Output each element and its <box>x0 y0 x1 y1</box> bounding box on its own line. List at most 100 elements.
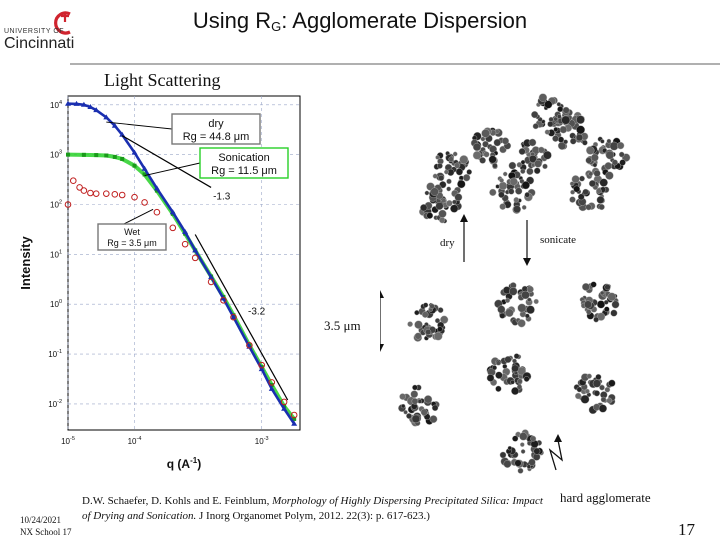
particle <box>534 160 541 167</box>
particle <box>587 374 592 379</box>
footer-date: 10/24/2021 <box>20 514 72 526</box>
particle <box>487 374 494 381</box>
large-agglomerate <box>419 94 630 224</box>
y-tick-exp: -2 <box>57 399 62 405</box>
particle <box>600 291 604 295</box>
particle <box>517 385 522 390</box>
particle <box>514 197 519 202</box>
small-agglomerate <box>500 430 544 474</box>
particle <box>498 306 506 314</box>
particle <box>454 163 460 169</box>
particle <box>449 157 454 162</box>
particle <box>517 162 522 167</box>
dry-label: dry <box>440 237 455 249</box>
particle <box>418 399 422 403</box>
slope-label-b: -3.2 <box>248 306 266 317</box>
particle <box>583 189 589 195</box>
sub-agglomerate <box>570 170 610 211</box>
particle <box>415 321 423 329</box>
particle <box>447 179 452 184</box>
small-agglomerate <box>494 282 538 327</box>
particle <box>563 107 569 113</box>
particle <box>562 116 570 124</box>
particle <box>557 102 561 106</box>
particle <box>557 114 561 118</box>
point-sonication <box>133 164 137 168</box>
small-agglomerate <box>398 385 439 427</box>
particle <box>557 106 563 112</box>
particle <box>606 151 614 159</box>
particle <box>518 468 523 473</box>
citation: D.W. Schaefer, D. Kohls and E. Feinblum,… <box>82 494 552 524</box>
particle <box>534 168 540 174</box>
particle <box>495 372 502 379</box>
particle <box>509 287 517 295</box>
y-tick-exp: -1 <box>57 349 62 355</box>
particle <box>494 139 501 146</box>
y-tick-label: 101 <box>50 249 62 259</box>
particle <box>499 178 503 182</box>
small-agglomerate <box>487 354 531 395</box>
particle <box>489 156 497 164</box>
particle <box>593 380 601 388</box>
y-tick-label: 100 <box>50 299 62 309</box>
y-axis-label: Intensity <box>18 236 33 290</box>
title-prefix: Using R <box>193 8 271 33</box>
scattering-chart: 10410310210110010-110-210-5 10-4 10-3Inten… <box>16 88 316 474</box>
particle <box>599 204 605 210</box>
particle <box>552 136 558 142</box>
particle <box>436 155 440 159</box>
particle <box>518 319 526 327</box>
plot-frame <box>68 96 300 430</box>
page-number: 17 <box>678 520 695 540</box>
y-tick-label: 102 <box>50 199 62 209</box>
callout-sonication-title: Sonication <box>218 152 269 164</box>
point-sonication <box>113 155 117 159</box>
particle <box>508 189 514 195</box>
particle <box>543 151 551 159</box>
callout-dry-title: dry <box>208 118 224 130</box>
sonicate-arrow <box>523 220 531 266</box>
y-tick-label: 10-2 <box>48 399 62 409</box>
particle <box>525 314 529 318</box>
particle <box>420 204 427 211</box>
particle <box>594 317 599 322</box>
particle <box>412 385 417 390</box>
particle <box>430 304 435 309</box>
hard-agglomerate-label: hard agglomerate <box>560 490 651 506</box>
footer-date-block: 10/24/2021 NX School 17 <box>20 514 72 538</box>
particle <box>505 309 513 317</box>
particle <box>439 210 447 218</box>
callout-wet-title: Wet <box>124 227 140 237</box>
particle <box>423 303 428 308</box>
particle <box>500 204 506 210</box>
particle <box>570 197 576 203</box>
particle <box>601 397 606 402</box>
x-tick-exp: -4 <box>137 436 142 442</box>
particle <box>549 117 554 122</box>
particle <box>509 162 516 169</box>
particle <box>582 140 587 145</box>
particle <box>432 405 438 411</box>
particle <box>515 460 522 467</box>
particle <box>531 111 538 118</box>
particle <box>534 448 540 454</box>
particle <box>521 449 525 453</box>
particle <box>576 116 584 124</box>
particle <box>437 327 442 332</box>
particle <box>582 283 589 290</box>
citation-authors: D.W. Schaefer, D. Kohls and E. Feinblum, <box>82 495 272 507</box>
x-axis-label: q (A-1) <box>167 456 201 471</box>
particle <box>424 395 432 403</box>
particle <box>452 200 456 204</box>
sonicate-label: sonicate <box>540 234 576 246</box>
particle <box>456 168 463 175</box>
particle <box>589 180 596 187</box>
particle <box>607 139 611 143</box>
particle <box>500 313 506 319</box>
particle <box>433 174 438 179</box>
x-axis-label-main: q (A <box>167 457 191 471</box>
particle <box>586 309 591 314</box>
particle <box>526 306 534 314</box>
particle <box>457 180 465 188</box>
